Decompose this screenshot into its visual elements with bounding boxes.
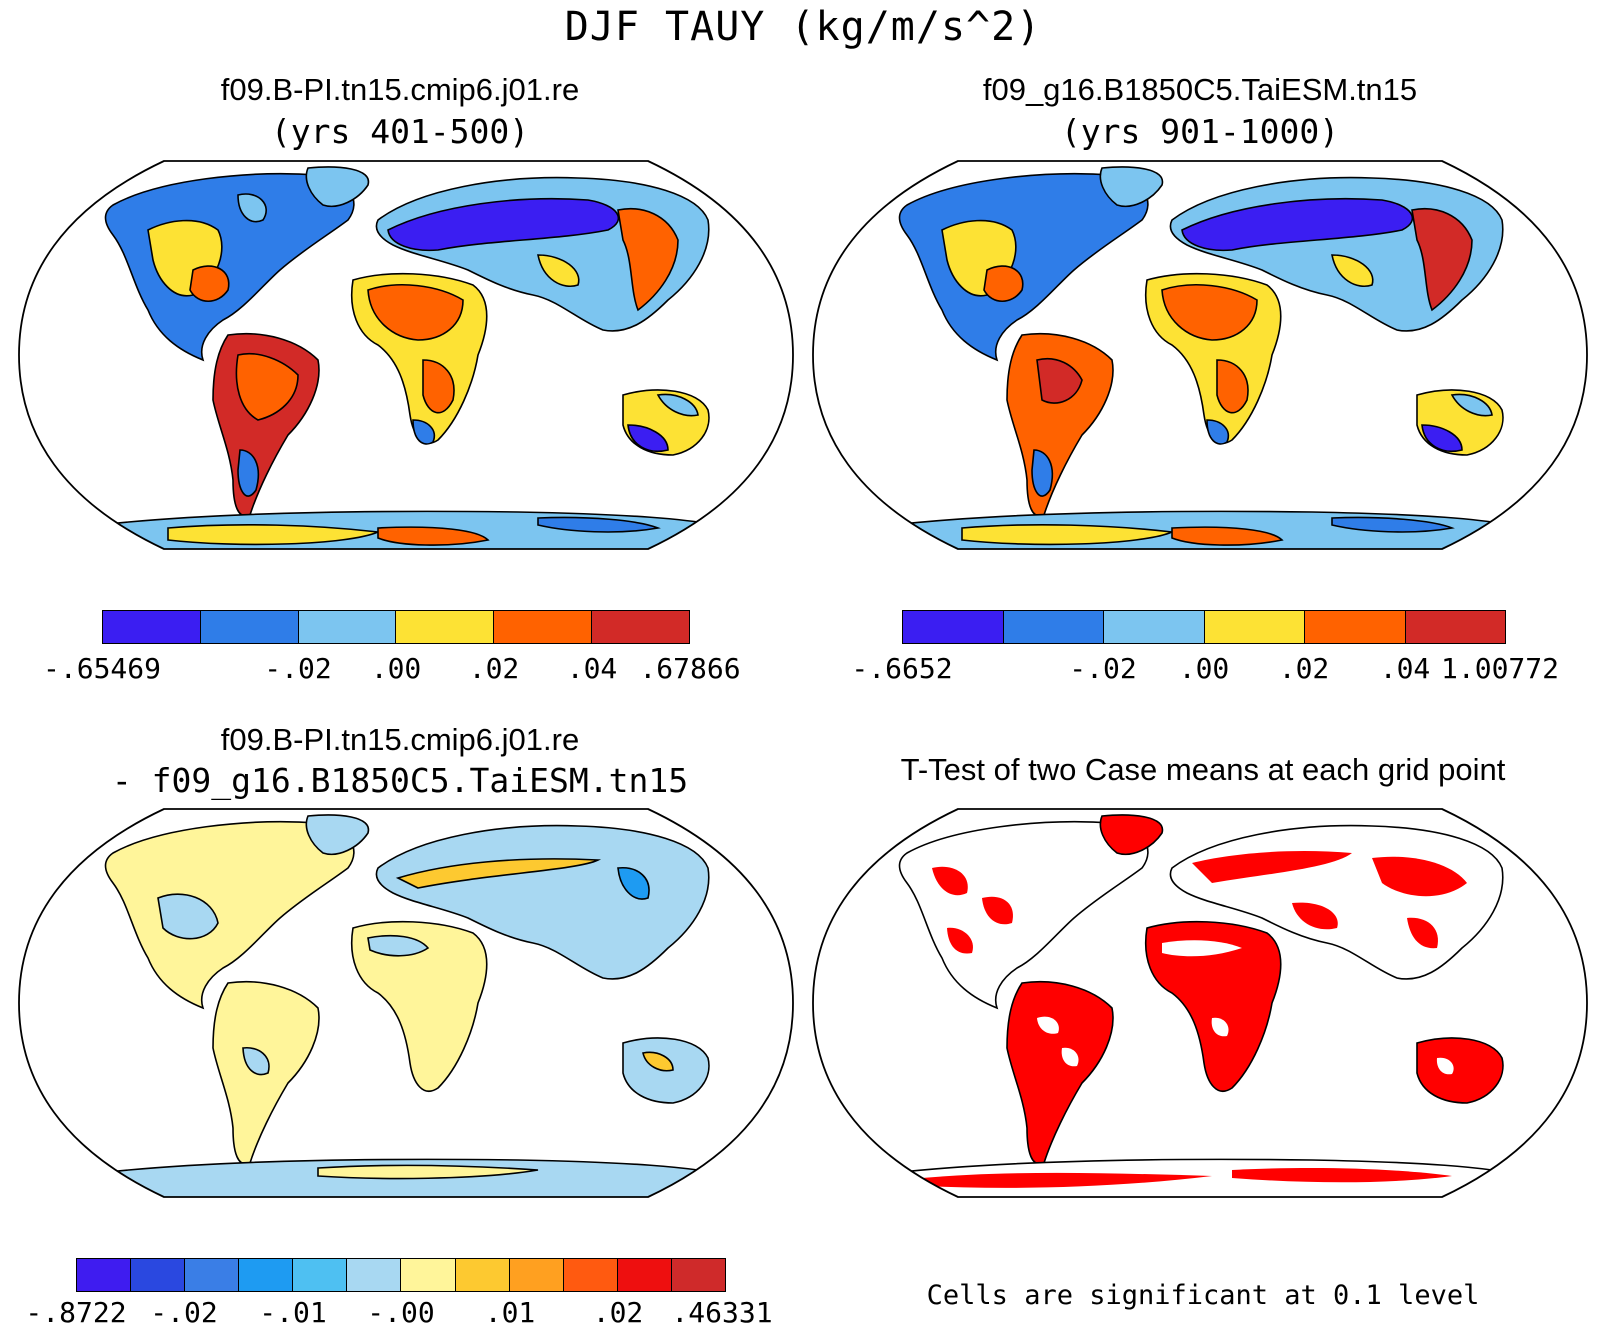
colorbar-case1-label-2: -.02 bbox=[264, 652, 332, 685]
figure-title: DJF TAUY (kg/m/s^2) bbox=[564, 4, 1042, 50]
colorbar-case1-swatch-2 bbox=[200, 611, 299, 643]
colorbar-case2-label-2: -.02 bbox=[1069, 652, 1137, 685]
colorbar-diff-swatch-10 bbox=[563, 1259, 618, 1291]
greenland bbox=[305, 166, 370, 207]
panel-ttest-title: T-Test of two Case means at each grid po… bbox=[900, 752, 1506, 787]
colorbar-case1-swatch-6 bbox=[592, 611, 689, 643]
colorbar-case2-label-4: .02 bbox=[1278, 652, 1330, 685]
colorbar-case2 bbox=[902, 610, 1506, 644]
colorbar-case1-swatch-3 bbox=[298, 611, 397, 643]
colorbar-case1 bbox=[102, 610, 690, 644]
colorbar-diff-label-7: .46331 bbox=[671, 1296, 773, 1329]
panel-case1-subtitle: (yrs 401-500) bbox=[270, 112, 530, 151]
map-case1 bbox=[18, 160, 794, 550]
colorbar-case2-label-3: .00 bbox=[1178, 652, 1230, 685]
colorbar-diff-swatch-5 bbox=[293, 1259, 348, 1291]
colorbar-diff-swatch-1 bbox=[77, 1259, 132, 1291]
colorbar-case2-swatch-6 bbox=[1405, 611, 1505, 643]
colorbar-case1-swatch-4 bbox=[396, 611, 495, 643]
colorbar-diff-swatch-8 bbox=[455, 1259, 510, 1291]
colorbar-diff-swatch-2 bbox=[131, 1259, 186, 1291]
colorbar-case1-label-3: .00 bbox=[370, 652, 422, 685]
colorbar-diff-label-2: -.02 bbox=[150, 1296, 218, 1329]
colorbar-case1-label-5: .04 bbox=[566, 652, 618, 685]
colorbar-diff-label-5: .01 bbox=[484, 1296, 536, 1329]
colorbar-case1-swatch-1 bbox=[103, 611, 201, 643]
colorbar-diff-swatch-3 bbox=[185, 1259, 240, 1291]
colorbar-case1-label-6: .67866 bbox=[639, 652, 741, 685]
colorbar-case1-label-1: -.65469 bbox=[42, 652, 162, 685]
colorbar-diff-swatch-4 bbox=[239, 1259, 294, 1291]
panel-diff-title: f09.B-PI.tn15.cmip6.j01.re bbox=[220, 722, 580, 757]
panel-diff-subtitle: - f09_g16.B1850C5.TaiESM.tn15 bbox=[111, 761, 689, 800]
colorbar-diff-label-6: .02 bbox=[592, 1296, 644, 1329]
panel-case2-subtitle: (yrs 901-1000) bbox=[1060, 112, 1340, 151]
colorbar-case2-swatch-4 bbox=[1204, 611, 1305, 643]
colorbar-case2-label-5: .04 bbox=[1379, 652, 1431, 685]
colorbar-case1-swatch-5 bbox=[494, 611, 593, 643]
colorbar-case1-label-4: .02 bbox=[468, 652, 520, 685]
colorbar-case2-swatch-1 bbox=[903, 611, 1004, 643]
colorbar-case2-label-6: 1.00772 bbox=[1440, 652, 1560, 685]
map-case2 bbox=[812, 160, 1588, 550]
colorbar-difference bbox=[76, 1258, 726, 1292]
colorbar-diff-swatch-9 bbox=[509, 1259, 564, 1291]
colorbar-diff-label-4: -.00 bbox=[367, 1296, 435, 1329]
colorbar-diff-label-1: -.8722 bbox=[25, 1296, 127, 1329]
colorbar-diff-swatch-6 bbox=[347, 1259, 402, 1291]
map-ttest bbox=[812, 808, 1588, 1198]
colorbar-diff-swatch-7 bbox=[401, 1259, 456, 1291]
ttest-significance-note: Cells are significant at 0.1 level bbox=[926, 1280, 1480, 1311]
colorbar-case2-label-1: -.6652 bbox=[851, 652, 953, 685]
panel-case2-title: f09_g16.B1850C5.TaiESM.tn15 bbox=[982, 72, 1418, 107]
colorbar-case2-swatch-3 bbox=[1104, 611, 1205, 643]
colorbar-case2-swatch-2 bbox=[1003, 611, 1104, 643]
panel-case1-title: f09.B-PI.tn15.cmip6.j01.re bbox=[220, 72, 580, 107]
map-difference bbox=[18, 808, 794, 1198]
colorbar-diff-label-3: -.01 bbox=[259, 1296, 327, 1329]
colorbar-diff-swatch-12 bbox=[671, 1259, 725, 1291]
colorbar-case2-swatch-5 bbox=[1305, 611, 1406, 643]
colorbar-diff-swatch-11 bbox=[617, 1259, 672, 1291]
